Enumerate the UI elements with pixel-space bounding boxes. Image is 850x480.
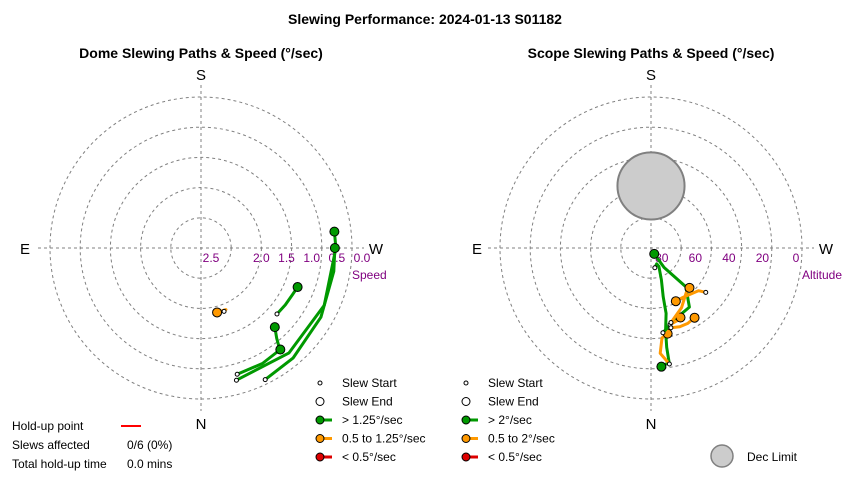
dome-tick-label: 0.5 xyxy=(328,251,345,265)
dome-slew-end-marker xyxy=(275,344,286,355)
dome-grid xyxy=(38,85,364,411)
dome-legend-label: > 1.25°/sec xyxy=(342,413,403,427)
scope-slew-end-marker xyxy=(689,312,700,323)
dome-slew-end-marker xyxy=(292,282,303,293)
dome-slew-start-marker xyxy=(274,311,280,317)
scope-direction-bottom: N xyxy=(646,416,657,433)
dome-legend-fast-marker xyxy=(315,415,325,425)
dome-slew-end-marker xyxy=(329,226,340,237)
scope-slew-path xyxy=(668,312,700,331)
dome-legend-label: < 0.5°/sec xyxy=(342,450,396,464)
dome-chart-title: Dome Slewing Paths & Speed (°/sec) xyxy=(79,45,323,61)
scope-legend-label: Slew End xyxy=(488,395,539,409)
dome-slew-start-marker xyxy=(233,377,239,383)
dome-slew-end-marker xyxy=(269,322,280,333)
dome-legend-slow-marker xyxy=(315,452,325,462)
scope-legend-medium-marker xyxy=(461,434,471,443)
scope-grid xyxy=(488,85,814,411)
dome-slew-start-marker xyxy=(262,377,268,383)
figure-title: Slewing Performance: 2024-01-13 S01182 xyxy=(288,11,562,27)
dome-tick-label: 1.0 xyxy=(303,251,320,265)
dome-direction-bottom: N xyxy=(196,416,207,433)
dome-slew-start-marker xyxy=(234,371,240,377)
dome-tick-label: 1.5 xyxy=(278,251,295,265)
holdup-summary: Hold-up point Slews affected 0/6 (0%) To… xyxy=(12,419,172,471)
dome-slew-line xyxy=(263,246,337,382)
slews-affected-value: 0/6 (0%) xyxy=(127,438,172,452)
holdup-time-value: 0.0 mins xyxy=(127,457,172,471)
dome-slew-path xyxy=(212,307,228,318)
dome-slew-line xyxy=(235,348,282,376)
scope-slew-path xyxy=(658,328,673,367)
dome-direction-right: W xyxy=(369,241,384,258)
slews-affected-label: Slews affected xyxy=(12,438,90,452)
scope-slew-line xyxy=(653,262,671,369)
scope-slew-start-marker xyxy=(666,361,672,367)
dome-slew-path xyxy=(262,243,340,383)
dome-legend-label: Slew Start xyxy=(342,376,397,390)
scope-tick-label: 20 xyxy=(756,251,770,265)
scope-axis-label: Altitude xyxy=(802,268,842,282)
scope-direction-top: S xyxy=(646,67,656,84)
scope-legend-label: Slew Start xyxy=(488,376,543,390)
dome-slew-end-marker xyxy=(212,307,223,318)
dome-polar-chart: Dome Slewing Paths & Speed (°/sec) S N E W 2.… xyxy=(20,45,426,464)
scope-slew-start-marker xyxy=(703,289,709,295)
scope-slew-start-marker xyxy=(652,265,658,271)
scope-polar-chart: Scope Slewing Paths & Speed (°/sec)SNE W8… xyxy=(461,45,842,468)
dome-slew-start-marker xyxy=(221,308,227,314)
scope-slew-start-marker xyxy=(668,325,674,331)
scope-legend-end-marker xyxy=(461,397,471,406)
scope-chart-title: Scope Slewing Paths & Speed (°/sec) xyxy=(528,45,775,61)
scope-direction-left: E xyxy=(472,241,482,258)
dome-axis-label: Speed xyxy=(352,268,387,282)
dome-legend-end-marker xyxy=(315,397,325,406)
scope-slew-start-marker xyxy=(668,320,674,326)
dome-direction-top: S xyxy=(196,67,206,84)
scope-slew-start-marker xyxy=(660,330,666,336)
holdup-point-label: Hold-up point xyxy=(12,419,84,433)
scope-legend-label: > 2°/sec xyxy=(488,413,532,427)
dome-legend-label: Slew End xyxy=(342,395,393,409)
dome-slew-end-marker xyxy=(329,243,340,253)
scope-slew-path xyxy=(652,262,671,372)
scope-slew-end-marker xyxy=(670,296,681,307)
holdup-time-label: Total hold-up time xyxy=(12,457,107,471)
scope-slew-path xyxy=(668,282,695,326)
scope-tick-label: 60 xyxy=(689,251,703,265)
scope-legend-fast-marker xyxy=(461,415,471,425)
scope-legend: Slew Start Slew End > 2°/sec 0.5 to 2°/sec <… xyxy=(461,376,555,464)
dome-legend-label: 0.5 to 1.25°/sec xyxy=(342,432,426,446)
dome-tick-label: 2.5 xyxy=(203,251,220,265)
dec-limit-legend-marker xyxy=(710,444,734,468)
dome-direction-left: E xyxy=(20,241,30,258)
scope-slew-end-marker xyxy=(684,282,695,293)
scope-tick-label: 40 xyxy=(722,251,736,265)
scope-slew-path xyxy=(670,289,709,307)
scope-tick-label: 0 xyxy=(793,251,800,265)
dome-slew-line xyxy=(275,285,300,316)
dome-legend: Slew Start Slew End > 1.25°/sec 0.5 to 1.25… xyxy=(315,376,426,464)
dome-slew-path xyxy=(274,282,303,317)
dome-tick-label: 2.0 xyxy=(253,251,270,265)
dome-tick-label: 0.0 xyxy=(354,251,371,265)
scope-legend-label: < 0.5°/sec xyxy=(488,450,542,464)
scope-direction-right: W xyxy=(819,241,834,258)
dome-slew-path xyxy=(234,344,286,377)
scope-legend-label: 0.5 to 2°/sec xyxy=(488,432,555,446)
dome-legend-start-marker xyxy=(317,380,323,386)
dec-limit-legend-label: Dec Limit xyxy=(747,450,798,464)
dome-legend-medium-marker xyxy=(315,434,325,443)
scope-slew-end-marker xyxy=(649,248,660,259)
scope-legend-start-marker xyxy=(463,380,469,386)
scope-legend-slow-marker xyxy=(461,452,471,462)
scope-slew-end-marker xyxy=(656,361,667,372)
dec-limit-disc xyxy=(616,151,686,221)
